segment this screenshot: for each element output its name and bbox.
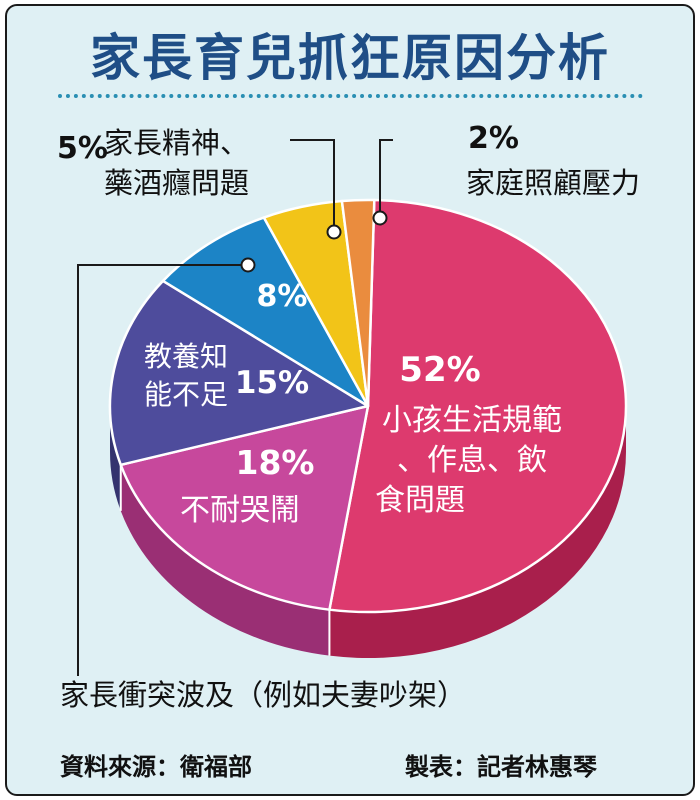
slice-label-5-line1: 家長精神、 [104, 126, 249, 160]
slice-label-18: 不耐哭鬧 [180, 493, 300, 528]
slice-label-15-line2: 能不足 [144, 378, 228, 411]
leader-dot-family-care [372, 210, 388, 226]
slice-label-52-line1: 小孩生活規範 [382, 403, 562, 438]
slice-label-52-line3: 食問題 [375, 483, 465, 518]
slice-side [329, 406, 626, 658]
leader-line-conflict [77, 264, 248, 676]
leader-lines [77, 139, 393, 676]
slice-label-15-line1: 教養知 [144, 340, 228, 373]
slice-pct-5: 5% [57, 131, 108, 166]
pie-slices [108, 198, 628, 614]
slice-pct-2: 2% [468, 121, 519, 156]
chart-title: 家長育兒抓狂原因分析 [90, 28, 610, 87]
slice-pct-8: 8% [257, 279, 308, 314]
slice-label-2: 家庭照顧壓力 [466, 166, 640, 200]
pie-slice [340, 198, 376, 408]
slice-side [110, 406, 121, 511]
maker-note: 製表：記者林惠琴 [405, 753, 597, 781]
source-note: 資料來源：衛福部 [60, 753, 252, 781]
slice-pct-15: 15% [235, 365, 309, 401]
title-divider [58, 94, 643, 98]
pie-slice [328, 198, 628, 614]
slice-pct-52: 52% [399, 350, 480, 390]
leader-line-mental [290, 139, 335, 232]
leader-line-family-care [379, 139, 393, 218]
leader-dot-mental [326, 224, 342, 240]
slice-pct-18: 18% [236, 443, 315, 482]
slice-label-52-line2: 、作息、飲 [397, 443, 547, 478]
pie-slice [119, 404, 370, 611]
slice-label-8: 家長衝突波及（例如夫妻吵架） [60, 678, 466, 712]
leader-dot-conflict [240, 257, 256, 273]
pie-slice [108, 279, 370, 467]
slice-side [120, 464, 330, 656]
pie-sides [110, 406, 626, 658]
slice-label-5-line2: 藥酒癮問題 [104, 166, 249, 200]
